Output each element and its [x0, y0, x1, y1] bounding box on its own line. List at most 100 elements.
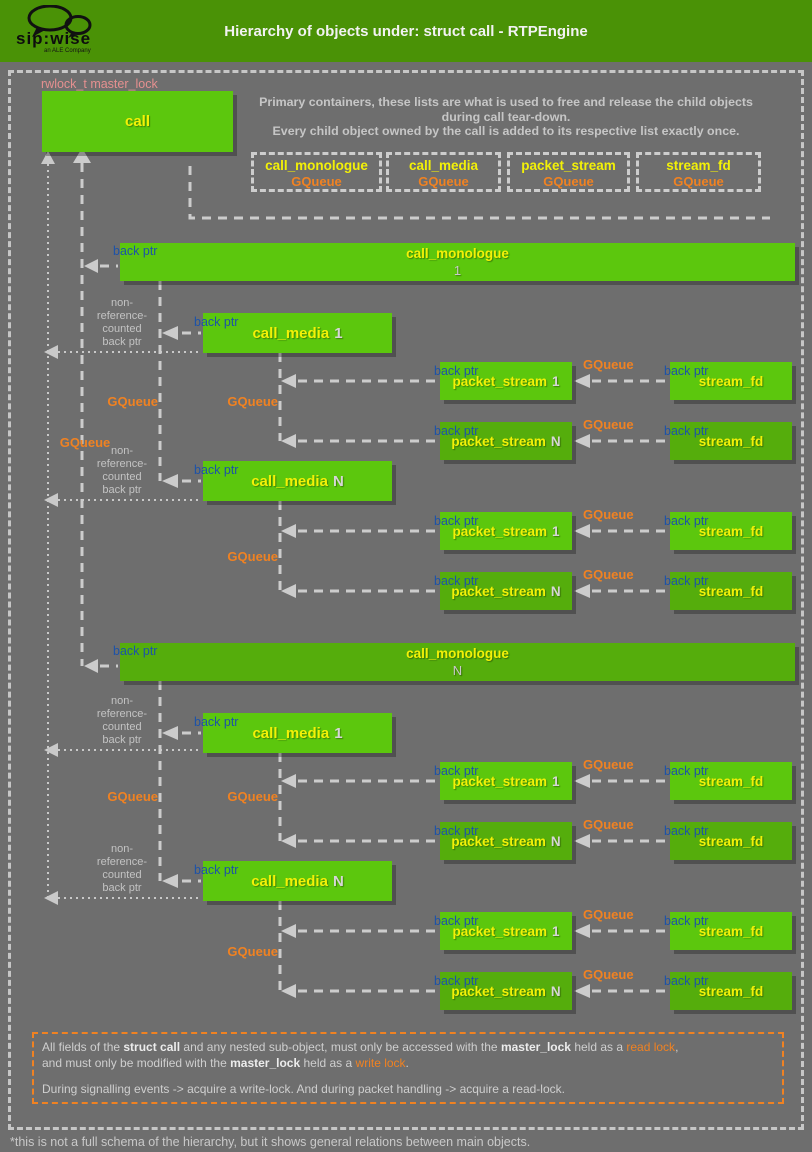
back-ptr-label: back ptr	[194, 315, 239, 329]
box-index: 1	[552, 923, 560, 939]
sipwise-logo: sip:wise an ALE Company	[14, 3, 134, 61]
nonref-backptr-label: non- reference- counted back ptr	[93, 297, 151, 349]
write-lock-term: write lock	[355, 1056, 406, 1070]
gqueue-label: GQueue	[583, 907, 634, 922]
locking-rules-line-3: During signalling events -> acquire a wr…	[42, 1082, 565, 1096]
packet-stream-1-box: packet_stream 1	[440, 912, 572, 950]
box-title: packet_stream	[451, 983, 546, 999]
box-index: N	[550, 833, 561, 849]
box-title: stream_fd	[698, 923, 764, 939]
nonref-line: counted	[102, 869, 142, 881]
logo-subtext: an ALE Company	[44, 48, 91, 54]
nonref-line: counted	[102, 323, 142, 335]
box-index: 1	[552, 373, 560, 389]
nonref-line: reference-	[96, 458, 148, 470]
box-title: packet_stream	[452, 373, 548, 389]
container-call-monologue-list: call_monologue GQueue	[251, 152, 382, 192]
nonref-line: back ptr	[102, 882, 142, 894]
packet-stream-1-box: packet_stream 1	[440, 762, 572, 800]
back-ptr-label: back ptr	[664, 764, 709, 778]
note-line-3: Every child object owned by the call is …	[272, 124, 740, 138]
call-media-n-box: call_media N	[203, 461, 392, 501]
stream-fd-box: stream_fd	[670, 512, 792, 550]
gqueue-label: GQueue	[583, 967, 634, 982]
box-title: call_media	[251, 872, 328, 890]
back-ptr-label: back ptr	[664, 574, 709, 588]
container-type: GQueue	[673, 174, 724, 189]
back-ptr-label: back ptr	[664, 824, 709, 838]
packet-stream-n-box: packet_stream N	[440, 572, 572, 610]
text: and must only be modified with the	[42, 1056, 231, 1070]
back-ptr-label: back ptr	[194, 463, 239, 477]
container-name: packet_stream	[521, 158, 616, 173]
back-ptr-label: back ptr	[434, 974, 479, 988]
locking-rules-line-1: All fields of the struct call and any ne…	[42, 1039, 774, 1055]
nonref-backptr-label: non- reference- counted back ptr	[93, 843, 151, 895]
note-line-1: Primary containers, these lists are what…	[259, 95, 753, 109]
nonref-line: back ptr	[102, 484, 142, 496]
read-lock-term: read lock	[626, 1040, 676, 1054]
gqueue-label: GQueue	[583, 757, 634, 772]
gqueue-label: GQueue	[583, 567, 634, 582]
box-title: packet_stream	[452, 523, 548, 539]
container-name: stream_fd	[666, 158, 731, 173]
call-media-n-box: call_media N	[203, 861, 392, 901]
box-index: 1	[552, 523, 560, 539]
container-stream-fd-list: stream_fd GQueue	[636, 152, 761, 192]
call-box: call	[42, 91, 233, 152]
gqueue-label: GQueue	[107, 789, 158, 804]
wire-call-backptr	[80, 163, 118, 668]
page-title: Hierarchy of objects under: struct call …	[224, 23, 588, 40]
footnote: *this is not a full schema of the hierar…	[10, 1135, 531, 1149]
box-title: packet_stream	[452, 773, 548, 789]
box-index: N	[550, 583, 561, 599]
text: and any nested sub-object, must only be …	[180, 1040, 501, 1054]
box-title: stream_fd	[698, 373, 764, 389]
container-type: GQueue	[291, 174, 342, 189]
gqueue-label: GQueue	[583, 507, 634, 522]
box-index: 1	[334, 324, 343, 342]
wire-stream-backptr-arrowheads	[574, 374, 590, 998]
master-lock-term: master_lock	[500, 1040, 571, 1054]
nonref-line: non-	[110, 445, 134, 457]
gqueue-label: GQueue	[227, 944, 278, 959]
container-name: call_media	[408, 158, 479, 173]
note-line-2: during call tear-down.	[441, 109, 571, 124]
diagram-border	[8, 70, 804, 1130]
back-ptr-label: back ptr	[434, 764, 479, 778]
wire-media-gqueue-arrowheads	[281, 374, 296, 998]
container-packet-stream-list: packet_stream GQueue	[507, 152, 630, 192]
container-type: GQueue	[418, 174, 469, 189]
back-ptr-label: back ptr	[664, 424, 709, 438]
back-ptr-label: back ptr	[194, 715, 239, 729]
nonref-line: non-	[110, 695, 134, 707]
spacer	[42, 1071, 774, 1081]
back-ptr-label: back ptr	[434, 514, 479, 528]
back-ptr-label: back ptr	[664, 364, 709, 378]
text: held as a	[300, 1056, 356, 1070]
container-name: call_monologue	[265, 158, 368, 173]
wire-monologue-gqueue	[158, 281, 201, 883]
nonref-line: back ptr	[102, 336, 142, 348]
back-ptr-label: back ptr	[664, 514, 709, 528]
master-lock-term: master_lock	[230, 1056, 301, 1070]
gqueue-label: GQueue	[107, 394, 158, 409]
gqueue-label: GQueue	[227, 394, 278, 409]
primary-containers-note: Primary containers, these lists are what…	[250, 95, 762, 139]
wire-stream-backptr	[592, 379, 668, 993]
text: All fields of the	[42, 1040, 124, 1054]
box-index: 1	[453, 263, 462, 278]
box-title: stream_fd	[698, 983, 764, 999]
box-title: call_monologue	[406, 646, 509, 661]
back-ptr-label: back ptr	[434, 424, 479, 438]
gqueue-label: GQueue	[227, 549, 278, 564]
packet-stream-n-box: packet_stream N	[440, 422, 572, 460]
box-index: N	[550, 983, 561, 999]
box-title: call_monologue	[406, 246, 509, 261]
box-title: call_media	[252, 324, 330, 342]
call-media-1-box: call_media 1	[203, 313, 392, 353]
back-ptr-label: back ptr	[113, 244, 158, 258]
box-title: stream_fd	[698, 523, 764, 539]
wire-nonref-arrowheads	[41, 151, 58, 905]
